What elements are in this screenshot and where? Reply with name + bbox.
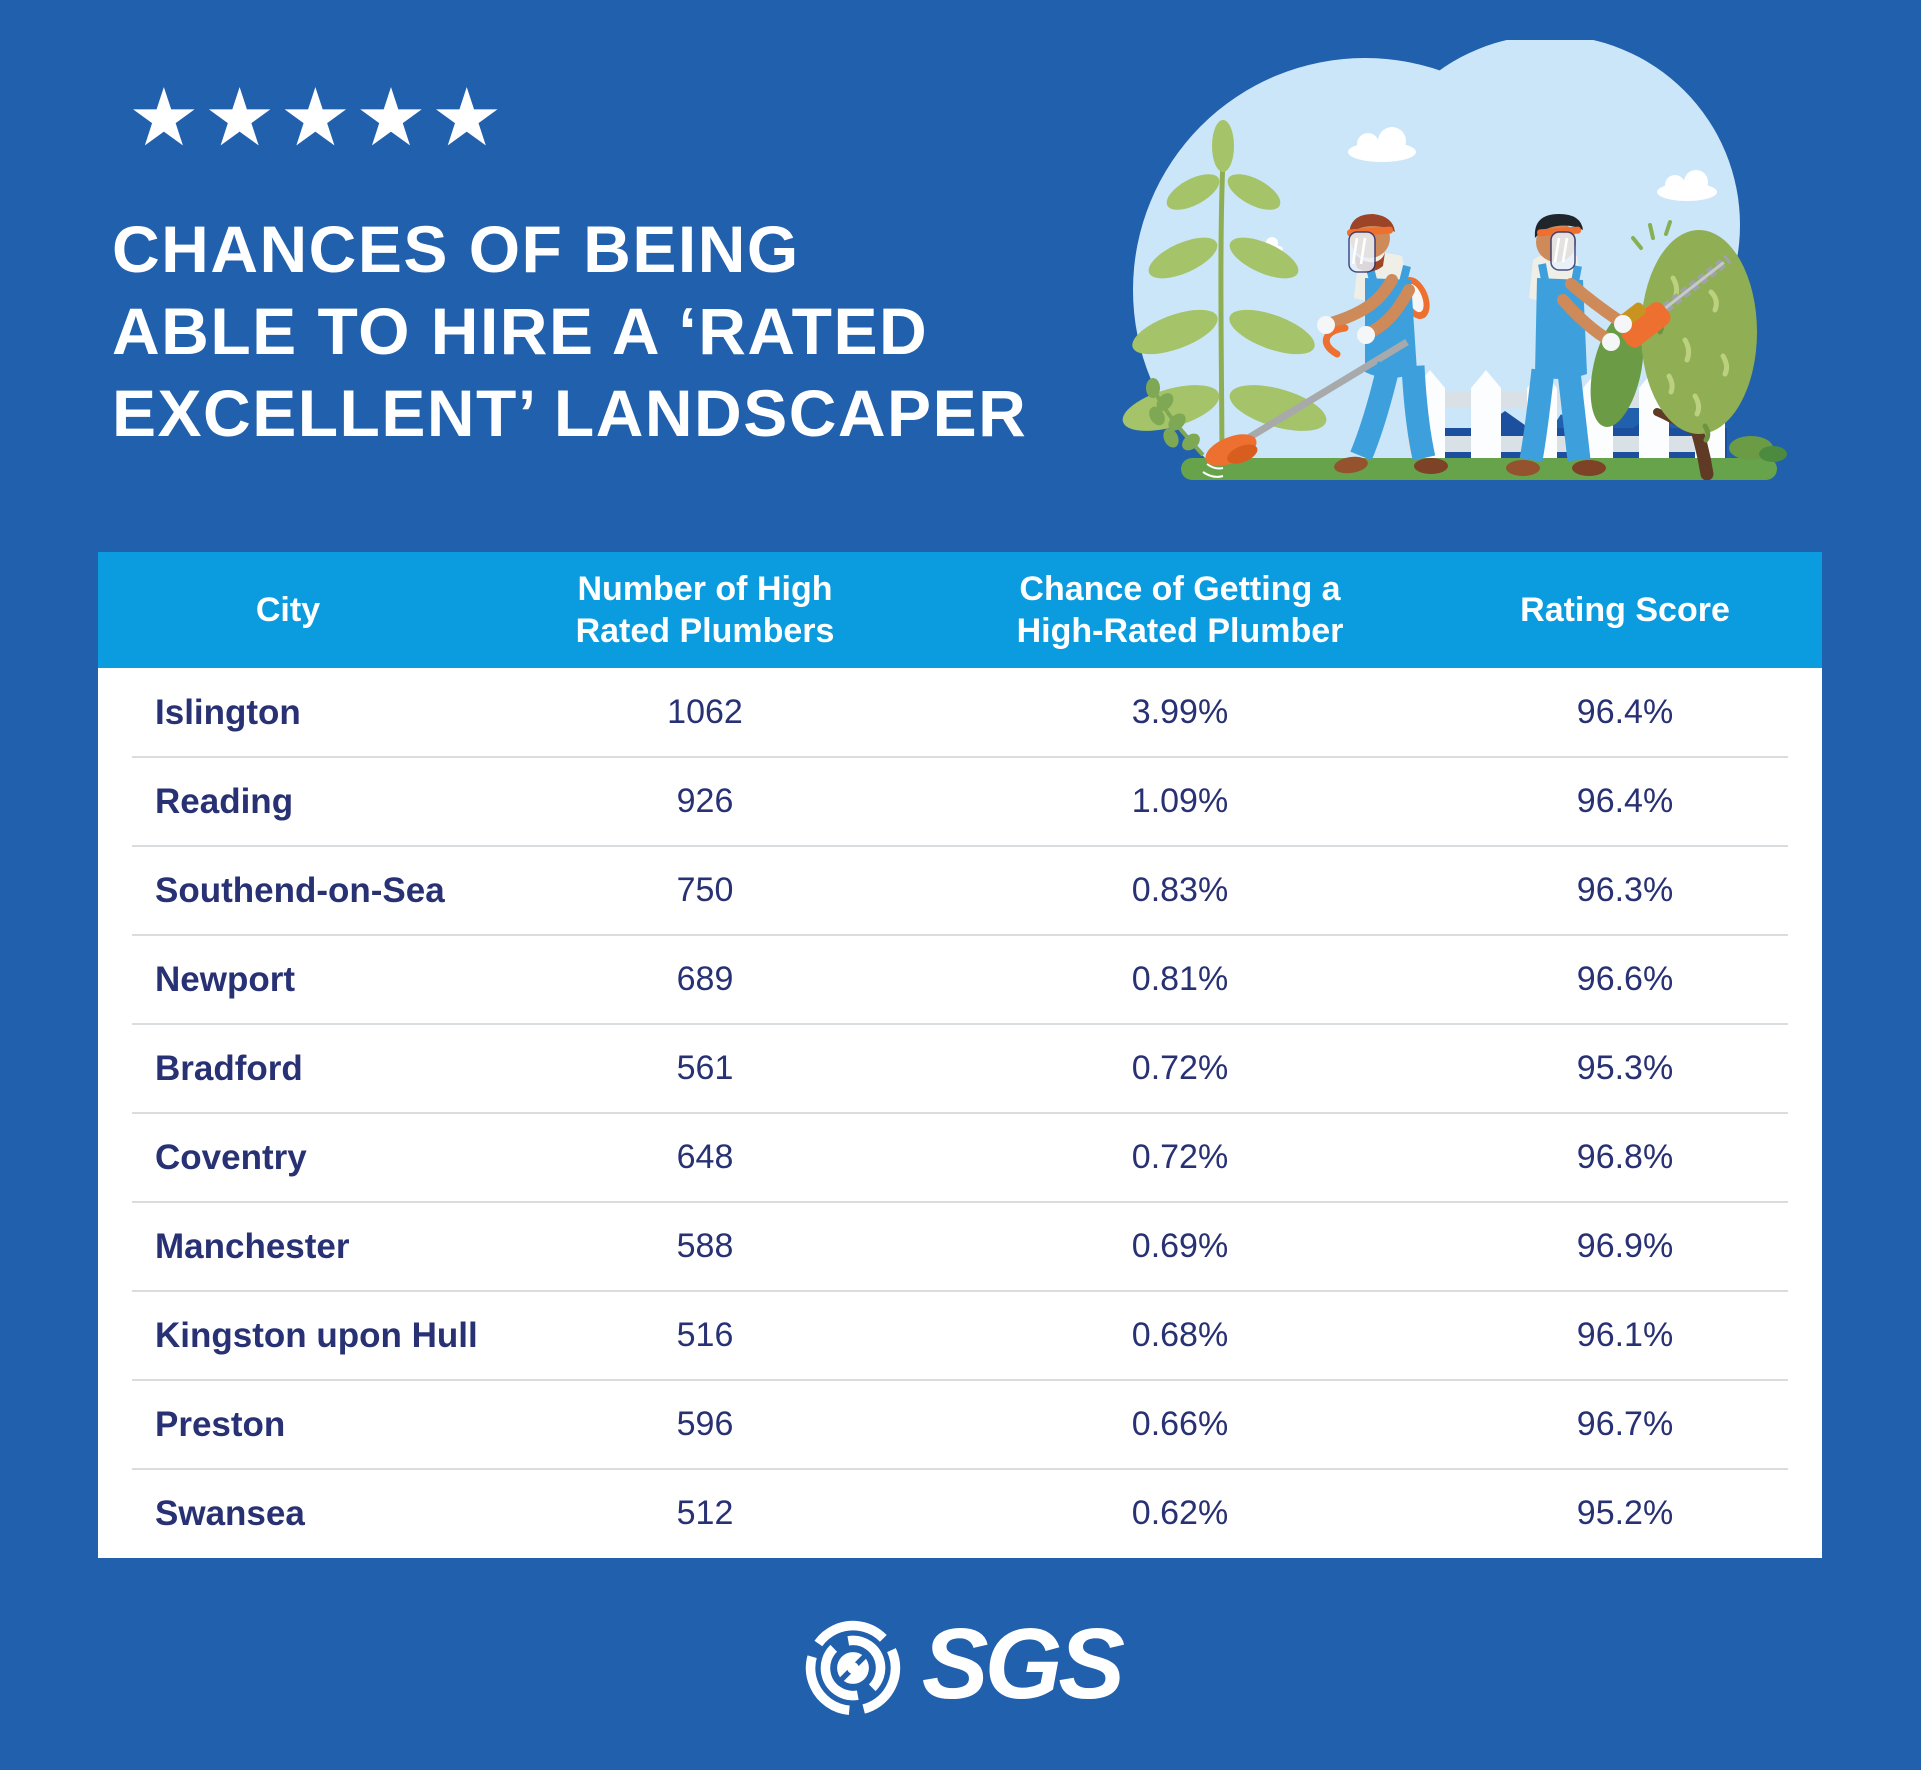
table-row: Reading 926 1.09% 96.4% — [98, 756, 1822, 846]
rating-cell: 96.4% — [1576, 782, 1674, 820]
plumbers-cell: 512 — [676, 1494, 734, 1532]
chance-cell: 0.66% — [1131, 1405, 1229, 1443]
city-cell: Islington — [155, 692, 301, 732]
column-header-label: Rating Score — [1520, 591, 1730, 629]
table-row: Islington 1062 3.99% 96.4% — [98, 668, 1822, 757]
rating-cell: 95.2% — [1576, 1494, 1674, 1532]
column-header-label: Chance of Getting a — [1019, 570, 1341, 608]
column-header-chance: Chance of Getting a High-Rated Plumber — [932, 552, 1428, 668]
table-row: Bradford 561 0.72% 95.3% — [98, 1023, 1822, 1113]
sgs-logo-icon — [805, 1620, 901, 1716]
plant — [1122, 120, 1327, 469]
page-title: CHANCES OF BEING ABLE TO HIRE A ‘RATED E… — [112, 208, 1027, 454]
city-cell: Reading — [155, 781, 294, 821]
plumbers-cell: 750 — [676, 871, 734, 909]
plumbers-cell: 588 — [676, 1227, 734, 1265]
worker-string-trimmer — [1202, 214, 1448, 478]
city-cell: Kingston upon Hull — [155, 1315, 478, 1355]
chance-cell: 3.99% — [1131, 693, 1229, 731]
plumbers-cell: 648 — [676, 1138, 734, 1176]
chance-cell: 0.72% — [1131, 1138, 1229, 1176]
chance-cell: 0.69% — [1131, 1227, 1229, 1265]
star-icon: ★ — [128, 73, 204, 162]
rating-cell: 95.3% — [1576, 1049, 1674, 1087]
title-line-2: ABLE TO HIRE A ‘RATED — [112, 294, 929, 368]
plumbers-cell: 596 — [676, 1405, 734, 1443]
chance-cell: 0.62% — [1131, 1494, 1229, 1532]
trimmer-head — [1205, 434, 1258, 466]
rating-cell: 96.1% — [1576, 1316, 1674, 1354]
five-star-rating: ★★★★★ — [128, 78, 507, 158]
fern-sprig — [1146, 378, 1205, 457]
table-row: Preston 596 0.66% 96.7% — [98, 1379, 1822, 1469]
column-header-label: Rated Plumbers — [575, 612, 835, 650]
city-cell: Newport — [155, 959, 295, 999]
column-header-label: Number of High — [577, 570, 833, 608]
star-icon: ★ — [279, 73, 356, 162]
worker-hedge-trimmer — [1506, 214, 1732, 476]
rating-cell: 96.8% — [1576, 1138, 1674, 1176]
table-row: Kingston upon Hull 516 0.68% 96.1% — [98, 1290, 1822, 1380]
plumbers-cell: 926 — [676, 782, 734, 820]
city-cell: Preston — [155, 1404, 286, 1444]
column-header-city: City — [98, 552, 478, 668]
sgs-logo-text: SGS — [921, 1608, 1125, 1720]
chance-cell: 0.72% — [1131, 1049, 1229, 1087]
plumbers-cell: 1062 — [667, 693, 743, 731]
table-row: Newport 689 0.81% 96.6% — [98, 934, 1822, 1024]
rating-cell: 96.6% — [1576, 960, 1674, 998]
star-icon: ★ — [355, 73, 431, 162]
title-line-1: CHANCES OF BEING — [112, 212, 800, 286]
star-icon: ★ — [430, 73, 507, 162]
city-cell: Swansea — [155, 1493, 305, 1533]
plumbers-cell: 689 — [676, 960, 734, 998]
city-cell: Bradford — [155, 1048, 303, 1088]
rating-cell: 96.4% — [1576, 693, 1674, 731]
city-cell: Coventry — [155, 1137, 307, 1177]
rating-cell: 96.7% — [1576, 1405, 1674, 1443]
rating-cell: 96.3% — [1576, 871, 1674, 909]
plumbers-cell: 561 — [676, 1049, 734, 1087]
chance-cell: 0.68% — [1131, 1316, 1229, 1354]
city-ratings-table: City Number of High Rated Plumbers Chanc… — [98, 552, 1822, 1558]
chance-cell: 1.09% — [1131, 782, 1229, 820]
chance-cell: 0.81% — [1131, 960, 1229, 998]
table-row: Manchester 588 0.69% 96.9% — [98, 1201, 1822, 1291]
table-row: Swansea 512 0.62% 95.2% — [98, 1468, 1822, 1558]
footer: SGS — [0, 1598, 1921, 1738]
column-header-label: High-Rated Plumber — [1016, 612, 1344, 650]
table-row: Coventry 648 0.72% 96.8% — [98, 1112, 1822, 1202]
table-body: Islington 1062 3.99% 96.4% Reading 926 1… — [98, 668, 1822, 1558]
grass-ground — [1181, 458, 1777, 480]
column-header-label: City — [255, 591, 321, 629]
motion-dashes — [1631, 220, 1672, 250]
column-header-plumbers: Number of High Rated Plumbers — [478, 552, 932, 668]
plumbers-cell: 516 — [676, 1316, 734, 1354]
column-header-rating: Rating Score — [1428, 552, 1822, 668]
city-cell: Southend-on-Sea — [155, 870, 445, 910]
rating-cell: 96.9% — [1576, 1227, 1674, 1265]
city-cell: Manchester — [155, 1226, 350, 1266]
landscapers-illustration — [945, 35, 1795, 522]
title-line-3: EXCELLENT’ LANDSCAPER — [112, 376, 1028, 450]
table-row: Southend-on-Sea 750 0.83% 96.3% — [98, 845, 1822, 935]
table-header-row: City Number of High Rated Plumbers Chanc… — [98, 552, 1822, 668]
chance-cell: 0.83% — [1131, 871, 1229, 909]
star-icon: ★ — [203, 73, 280, 162]
